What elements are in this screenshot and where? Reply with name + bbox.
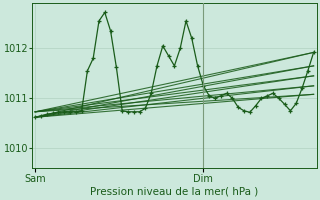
X-axis label: Pression niveau de la mer( hPa ): Pression niveau de la mer( hPa ) bbox=[90, 187, 259, 197]
